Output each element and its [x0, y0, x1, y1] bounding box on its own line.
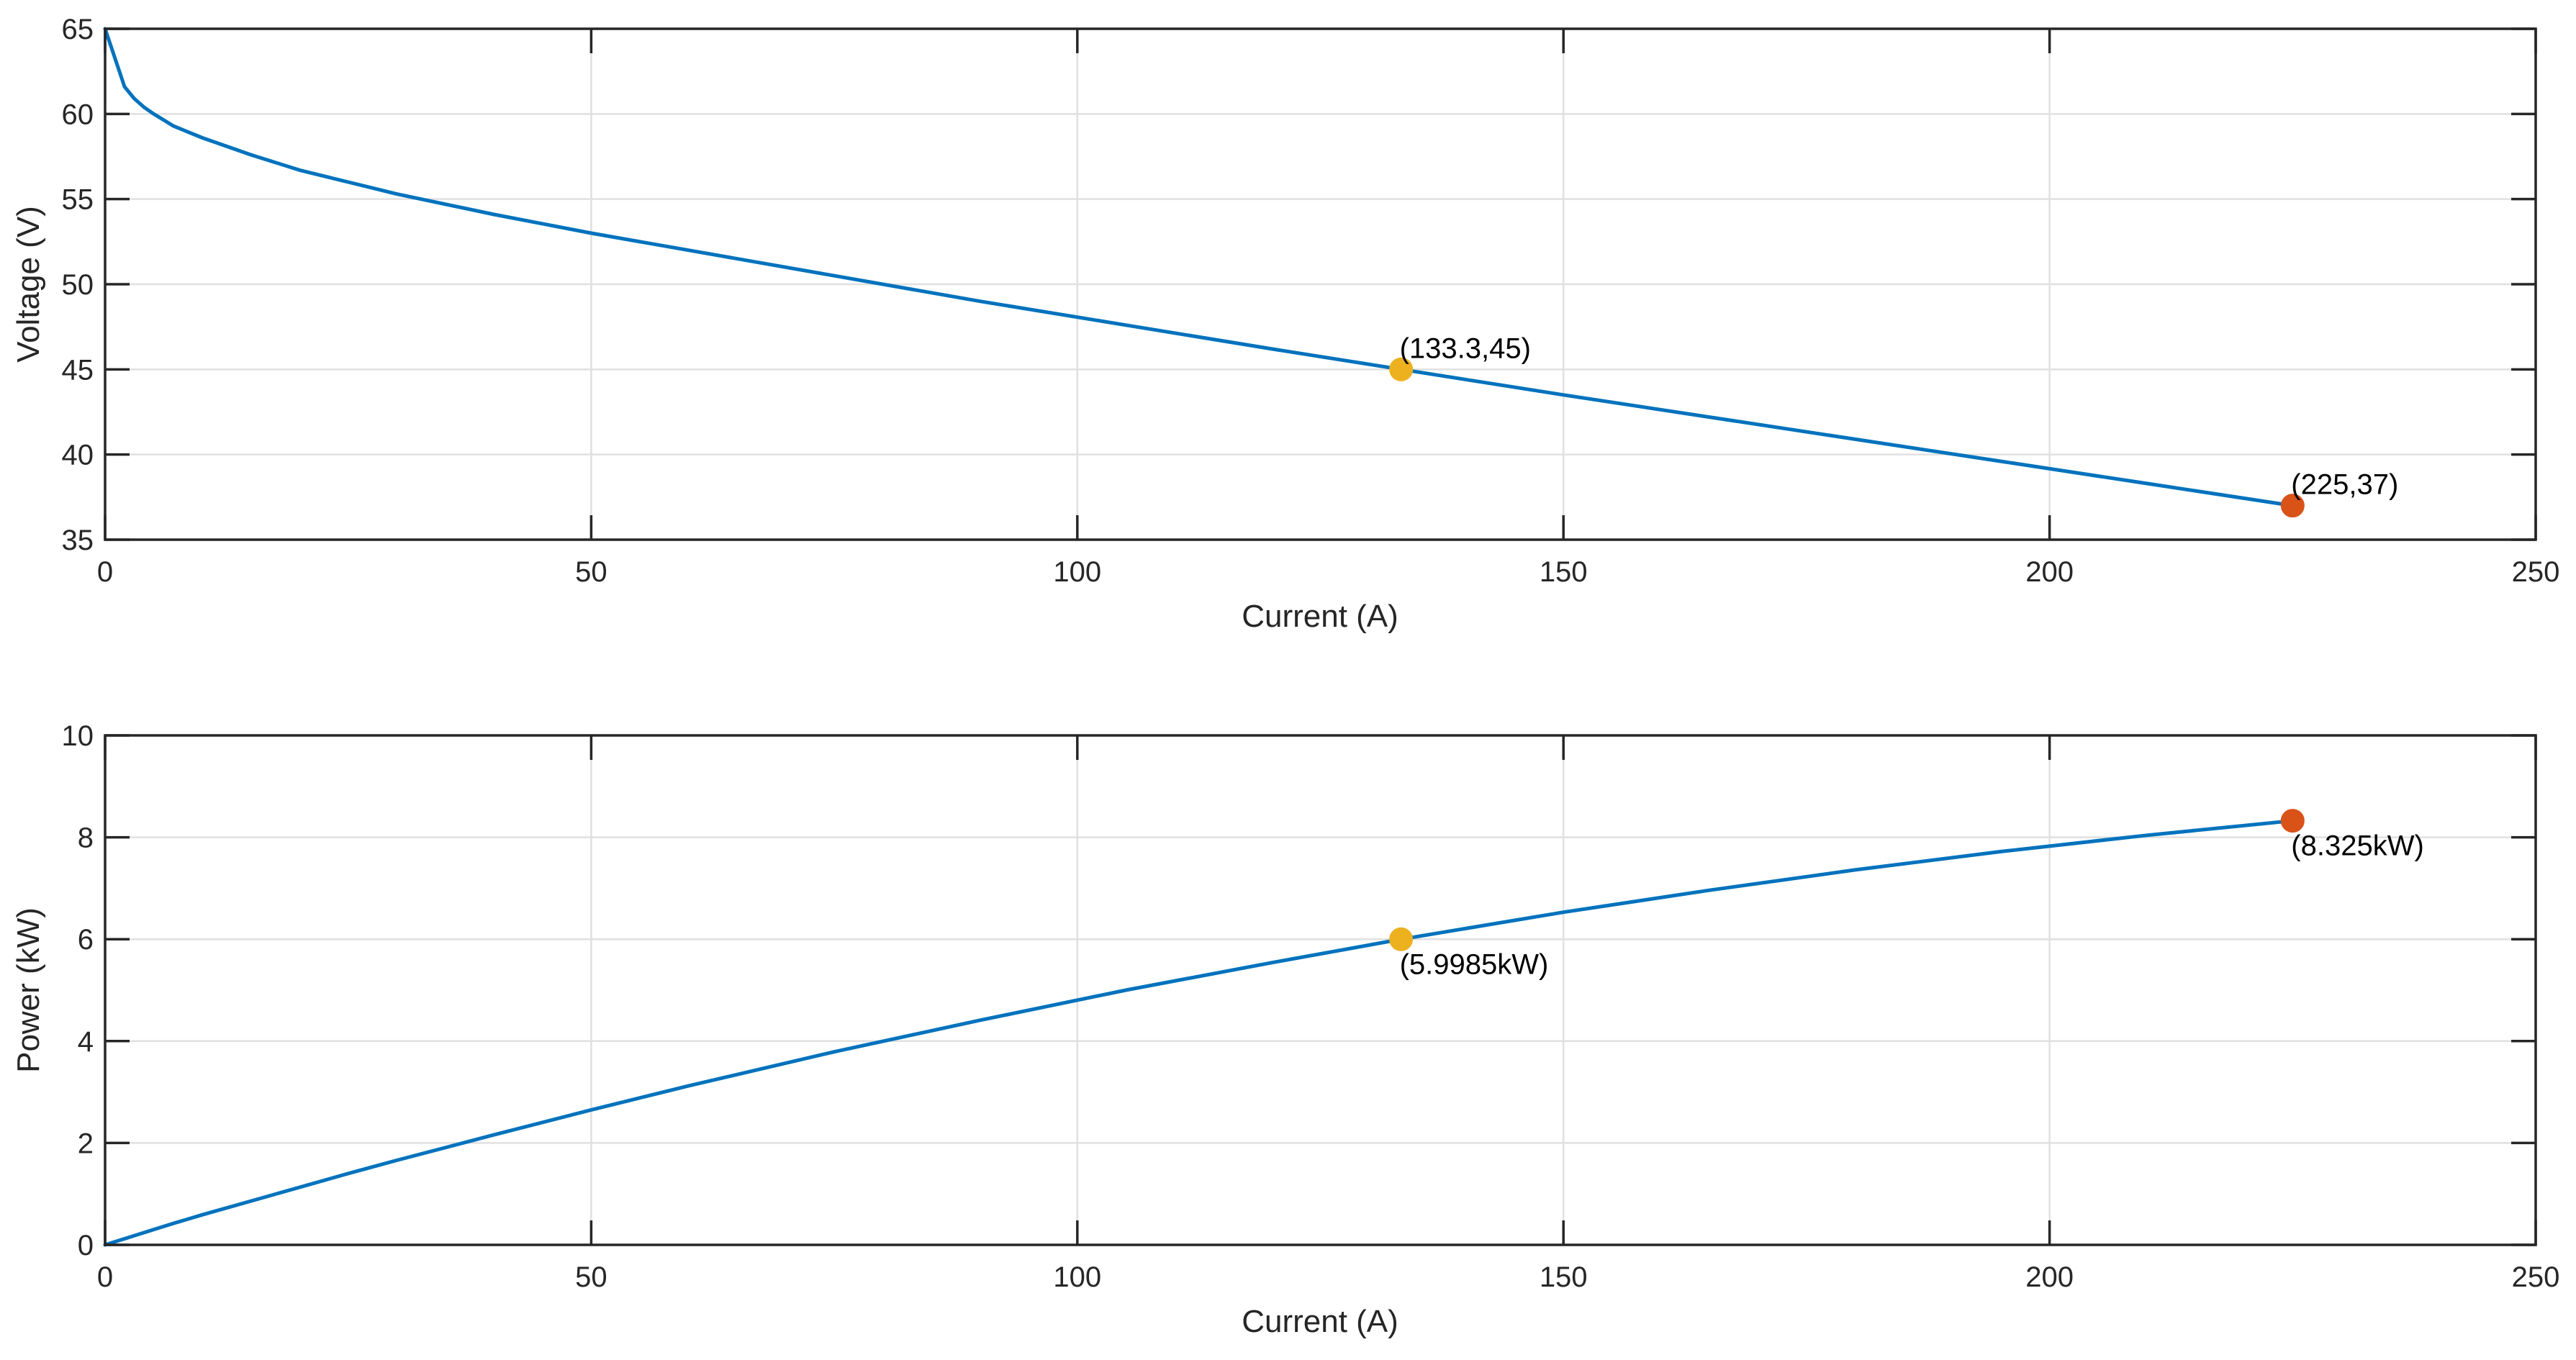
x-tick-label: 200 — [2025, 1261, 2074, 1293]
y-tick-label: 10 — [62, 720, 94, 752]
data-point-marker — [2280, 809, 2305, 833]
axes-box — [104, 734, 2537, 1246]
data-point-annotation: (8.325kW) — [2291, 830, 2424, 862]
x-tick-label: 0 — [97, 556, 113, 588]
y-tick-label: 55 — [62, 184, 94, 216]
y-axis-label-voltage-plot: Voltage (V) — [11, 206, 46, 363]
y-tick-label: 0 — [78, 1230, 94, 1261]
x-tick-label: 150 — [1540, 1261, 1588, 1293]
x-tick-label: 0 — [97, 1261, 113, 1293]
x-tick-label: 50 — [575, 1261, 607, 1293]
data-point-annotation: (133.3,45) — [1400, 332, 1531, 364]
y-tick-label: 45 — [62, 354, 94, 386]
data-point-annotation: (5.9985kW) — [1400, 948, 1549, 980]
voltage-vs-current-plot: 0 50 100 150 200 250 35 40 45 50 55 60 65 (133.3,45) (… — [62, 14, 2560, 588]
y-axis-label-power-plot: Power (kW) — [11, 907, 46, 1073]
y-tick-label: 65 — [62, 14, 94, 45]
y-tick-label: 6 — [78, 924, 94, 956]
x-tick-label: 250 — [2512, 1261, 2560, 1293]
y-tick-label: 8 — [78, 822, 94, 854]
data-point-annotation: (225,37) — [2291, 469, 2398, 501]
y-tick-label: 2 — [78, 1128, 94, 1159]
stack-voltage-curve — [103, 27, 2295, 508]
stack-power-curve — [103, 819, 2295, 1247]
data-point-marker — [1389, 927, 1414, 951]
data-point-marker — [1389, 357, 1414, 381]
x-tick-label: 150 — [1540, 556, 1588, 588]
power-vs-current-plot: 0 50 100 150 200 250 0 2 4 6 8 10 (5.9985kW) (8.325kW… — [62, 720, 2560, 1293]
y-tick-label: 60 — [62, 99, 94, 130]
x-tick-label: 100 — [1053, 556, 1101, 588]
y-tick-label: 35 — [62, 525, 94, 556]
x-tick-label: 200 — [2025, 556, 2074, 588]
x-tick-label: 50 — [575, 556, 607, 588]
x-axis-label-voltage-plot: Current (A) — [1242, 599, 1398, 634]
y-tick-label: 50 — [62, 269, 94, 301]
x-tick-label: 250 — [2512, 556, 2560, 588]
x-axis-label-power-plot: Current (A) — [1242, 1304, 1398, 1339]
data-point-marker — [2280, 494, 2305, 518]
x-tick-label: 100 — [1053, 1261, 1101, 1293]
y-tick-label: 40 — [62, 440, 94, 471]
y-tick-label: 4 — [78, 1026, 94, 1058]
